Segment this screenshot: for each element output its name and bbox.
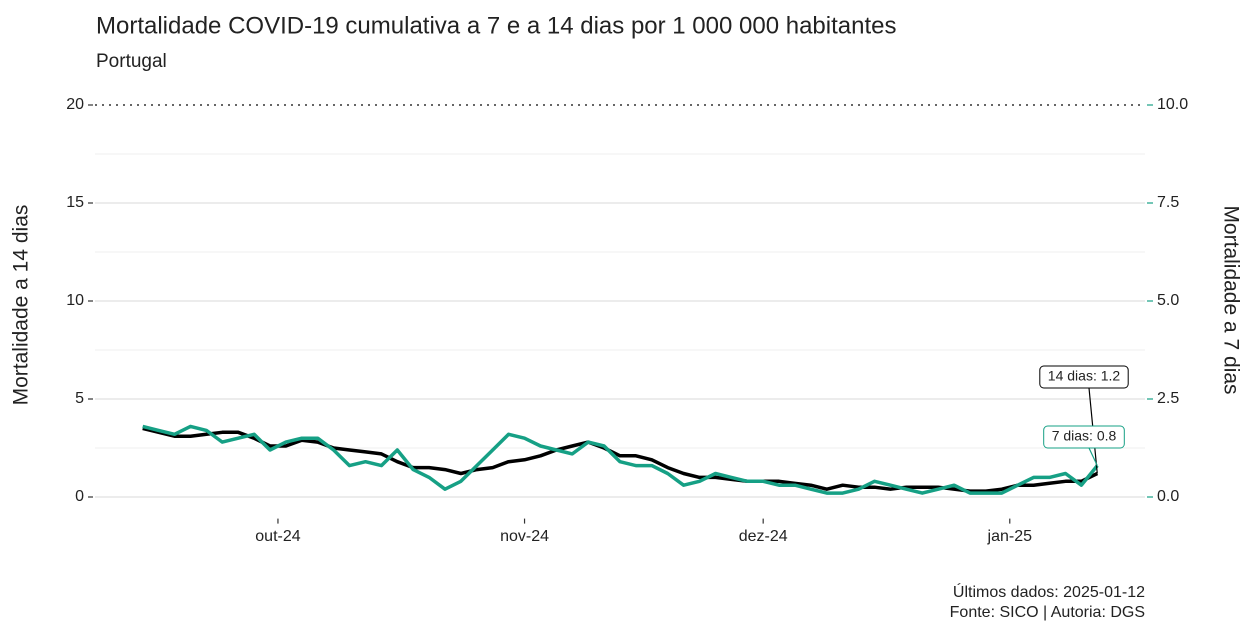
series-line: [142, 424, 1099, 495]
end-label-text: 7 dias: 0.8: [1052, 428, 1117, 444]
y-tick-label: 0: [75, 488, 84, 505]
y-tick-label: 5: [75, 390, 84, 407]
end-label: 14 dias: 1.2: [1039, 365, 1129, 389]
y2-axis-title: Mortalidade a 7 dias: [1219, 205, 1242, 394]
end-label-box: [1043, 425, 1125, 449]
chart-title: Mortalidade COVID-19 cumulativa a 7 e a …: [96, 12, 896, 39]
chart-subtitle: Portugal: [96, 51, 167, 72]
x-tick-label: jan-25: [987, 528, 1033, 545]
y2-tick-label: 10.0: [1157, 96, 1188, 113]
y2-tick-label: 7.5: [1157, 194, 1179, 211]
y2-tick-label: 0.0: [1157, 488, 1179, 505]
end-label-text: 14 dias: 1.2: [1048, 368, 1121, 384]
y-tick-label: 10: [66, 292, 84, 309]
y-tick-label: 20: [66, 96, 84, 113]
y-tick-label: 15: [66, 194, 84, 211]
y2-tick-label: 2.5: [1157, 390, 1179, 407]
y2-tick-label: 5.0: [1157, 292, 1179, 309]
caption: Fonte: SICO | Autoria: DGS: [950, 604, 1145, 621]
end-label-box: [1039, 365, 1129, 389]
caption: Últimos dados: 2025-01-12: [953, 582, 1145, 601]
x-tick-label: nov-24: [500, 528, 549, 545]
x-tick-label: out-24: [255, 528, 300, 545]
end-label: 7 dias: 0.8: [1043, 425, 1125, 449]
end-label-connector: [1088, 447, 1098, 466]
x-tick-label: dez-24: [739, 528, 788, 545]
series-line: [142, 426, 1099, 493]
y-axis-title: Mortalidade a 14 dias: [10, 205, 33, 406]
